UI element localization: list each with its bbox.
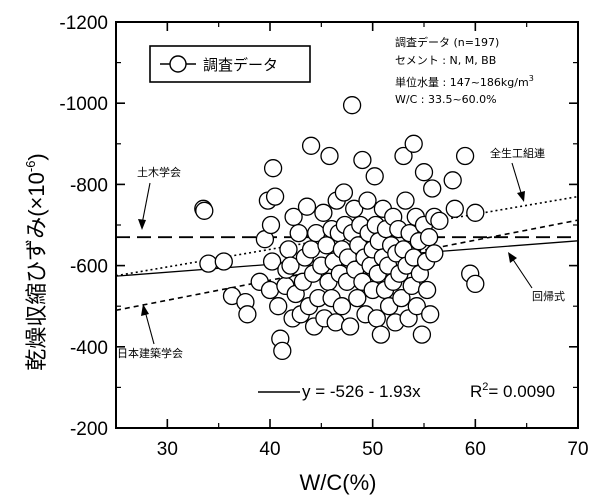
data-point [301, 136, 321, 155]
y-axis-title-group: 乾燥収縮ひずみ(×10-6) [23, 153, 49, 371]
info-line-4: W/C : 33.5~60.0% [395, 93, 497, 106]
r2-prefix: R [470, 382, 482, 401]
data-point [214, 252, 233, 271]
data-point [199, 254, 218, 273]
data-point [261, 215, 281, 235]
data-point [314, 203, 333, 222]
x-tick-label: 70 [567, 439, 588, 460]
data-point [238, 305, 257, 324]
data-point [320, 146, 339, 166]
r2-exponent: 2 [482, 381, 488, 393]
data-point [412, 325, 432, 344]
annotation-zennama-arrow [511, 162, 523, 197]
y-tick-label: -1200 [59, 13, 108, 34]
data-point [430, 211, 449, 231]
annotations: 土木学会 全生工組連 日本建築学会 回帰式 [117, 146, 565, 360]
data-point [407, 297, 426, 316]
data-point [332, 297, 352, 316]
data-point [297, 197, 317, 216]
annotation-regression-arrowhead [508, 252, 517, 263]
info-block: 調査データ (n=197) セメント : N, M, BB 単位水量 : 147… [395, 35, 534, 106]
data-point [301, 240, 321, 259]
data-point [466, 203, 485, 222]
data-point [269, 297, 288, 316]
info-line-1: 調査データ (n=197) [395, 35, 499, 49]
equation-text: y = -526 - 1.93x [302, 382, 421, 401]
data-point [342, 96, 362, 115]
data-point [358, 191, 377, 210]
data-point [340, 317, 360, 336]
data-point [404, 134, 423, 153]
annotation-jsce-arrowhead [138, 219, 146, 230]
chart-axes: 30 40 50 60 70 -200 -400 -600 -800 -1000 -1200 [59, 13, 588, 460]
svg-text:乾燥収縮ひずみ(×10-6): 乾燥収縮ひずみ(×10-6) [23, 153, 49, 371]
data-point [417, 280, 437, 300]
y-tick-label: -200 [70, 419, 108, 440]
data-point [365, 167, 384, 186]
x-axis-title: W/C(%) [300, 470, 377, 495]
legend: 調査データ [149, 45, 311, 83]
data-point [421, 305, 440, 324]
data-point [394, 146, 413, 166]
annotation-aij-arrow [144, 310, 155, 345]
annotation-regression-arrow [511, 257, 533, 289]
data-point [396, 191, 415, 210]
data-point [279, 240, 298, 259]
annotation-jsce: 土木学会 [137, 165, 181, 179]
data-points [194, 96, 485, 361]
data-point [262, 252, 282, 271]
y-axis-title: 乾燥収縮ひずみ(×10 [24, 172, 49, 371]
data-point [345, 199, 364, 218]
data-point [466, 274, 485, 294]
data-point [284, 207, 303, 227]
data-point [443, 171, 462, 190]
regression-equation: y = -526 - 1.93x R2= 0.0090 [258, 381, 555, 401]
data-point [263, 159, 283, 178]
data-point [371, 325, 391, 344]
data-point [425, 244, 444, 263]
info-line-3-text: 単位水量 : 147~186kg/m [395, 75, 529, 89]
legend-label: 調査データ [203, 56, 278, 74]
data-point [353, 150, 372, 170]
annotation-aij: 日本建築学会 [117, 346, 183, 360]
data-point [265, 187, 285, 206]
y-axis-title-close: ) [24, 153, 49, 160]
data-point [348, 288, 367, 308]
data-point [334, 183, 354, 202]
annotation-jsce-arrow [141, 182, 151, 225]
annotation-regression: 回帰式 [532, 290, 565, 303]
data-point [260, 280, 280, 300]
data-point [414, 163, 434, 182]
x-tick-label: 40 [259, 439, 280, 460]
legend-marker [169, 55, 187, 73]
data-point [273, 341, 292, 361]
y-axis-title-exponent: -6 [23, 161, 38, 173]
info-line-3: 単位水量 : 147~186kg/m3 [395, 74, 534, 89]
data-point [419, 228, 439, 247]
data-point [423, 179, 442, 198]
y-tick-label: -400 [70, 338, 108, 359]
reference-line-1 [115, 195, 579, 277]
x-tick-label: 60 [465, 439, 486, 460]
r2-suffix: = 0.0090 [488, 382, 555, 401]
y-tick-label: -600 [70, 257, 108, 278]
annotation-zennama: 全生工組連 [490, 146, 545, 160]
x-tick-label: 30 [157, 439, 178, 460]
data-point [445, 199, 464, 218]
data-point [289, 223, 308, 243]
info-line-3-exponent: 3 [529, 74, 534, 83]
data-point [392, 288, 411, 308]
y-tick-label: -800 [70, 175, 108, 196]
annotation-zennama-arrowhead [517, 191, 525, 202]
x-tick-label: 50 [362, 439, 383, 460]
data-point [195, 201, 214, 220]
y-tick-label: -1000 [59, 94, 108, 115]
data-point [455, 146, 475, 166]
r2-text: R2= 0.0090 [470, 381, 555, 401]
info-line-2: セメント : N, M, BB [395, 54, 496, 67]
data-point [281, 256, 300, 275]
annotation-aij-arrowhead [141, 304, 149, 316]
